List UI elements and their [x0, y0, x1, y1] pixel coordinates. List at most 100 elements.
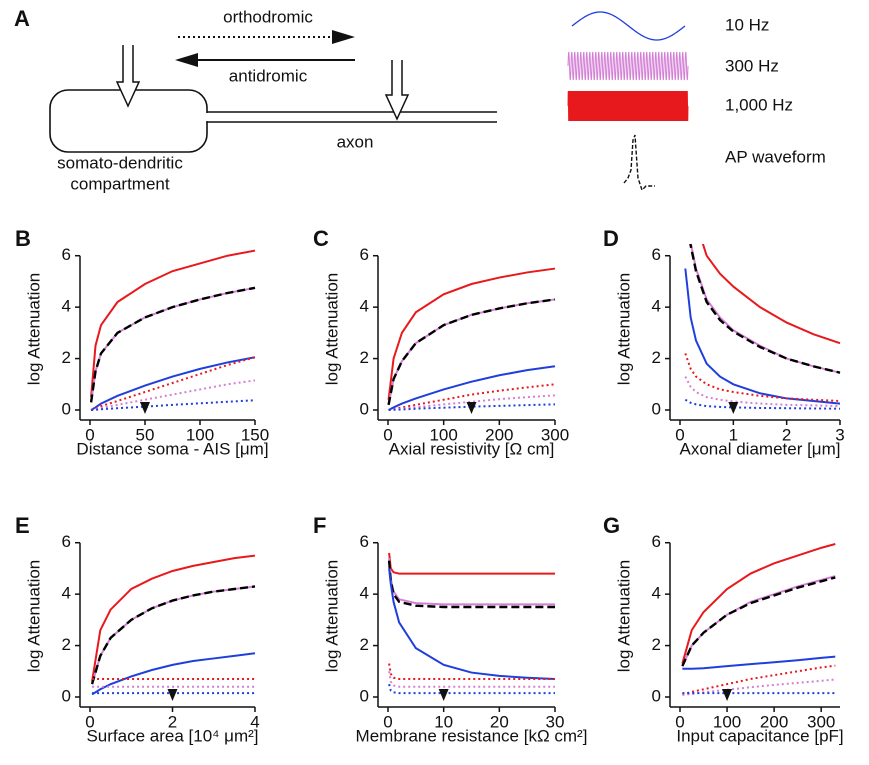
y-axis-label: log Attenuation: [614, 273, 633, 385]
x-tick-label: 0: [675, 712, 684, 731]
panel-label: E: [15, 513, 30, 538]
series-line: [388, 394, 556, 411]
series-line: [684, 376, 841, 408]
series-line: [387, 560, 555, 609]
y-tick-label: 6: [360, 245, 369, 264]
y-axis-label: log Attenuation: [614, 560, 633, 672]
series-line: [684, 398, 841, 410]
default-marker: [438, 689, 449, 701]
arrow-head: [175, 53, 198, 67]
x-axis-label: Input capacitance [pF]: [676, 726, 843, 745]
y-axis-label: log Attenuation: [322, 273, 341, 385]
x-tick-label: 200: [760, 712, 788, 731]
default-marker: [728, 402, 739, 414]
x-tick-label: 0: [383, 425, 392, 444]
x-tick-label: 20: [490, 712, 509, 731]
y-tick-label: 0: [360, 399, 369, 418]
y-tick-label: 0: [62, 686, 71, 705]
default-marker: [167, 689, 178, 701]
x-axis-label: Axial resistivity [Ω cm]: [389, 439, 555, 458]
x-tick-label: 1: [729, 425, 738, 444]
x-axis-label: Distance soma - AIS [μm]: [76, 439, 268, 458]
y-tick-label: 0: [652, 399, 661, 418]
x-tick-label: 4: [250, 712, 259, 731]
y-tick-label: 2: [652, 348, 661, 367]
series-line: [388, 365, 556, 411]
default-marker: [140, 402, 150, 414]
x-tick-label: 200: [485, 425, 513, 444]
series-line: [90, 379, 256, 411]
x-tick-label: 50: [136, 425, 155, 444]
electrode: [115, 45, 141, 108]
series-line: [387, 267, 556, 400]
panel-label: D: [603, 226, 619, 251]
series-line: [388, 671, 555, 688]
panel-label: C: [313, 226, 329, 251]
y-tick-label: 0: [360, 686, 369, 705]
label: somato-dendritic: [57, 153, 183, 172]
default-marker: [466, 402, 477, 414]
series-line: [682, 678, 836, 696]
x-tick-label: 100: [186, 425, 214, 444]
x-tick-label: 0: [675, 425, 684, 444]
axon-line: [207, 111, 497, 123]
y-tick-label: 4: [62, 584, 71, 603]
y-tick-label: 6: [652, 245, 661, 264]
y-tick-label: 4: [360, 297, 369, 316]
label: AP waveform: [725, 147, 826, 166]
x-axis-label: Membrane resistance [kΩ cm²]: [356, 726, 588, 745]
x-tick-label: 2: [782, 425, 791, 444]
series-line: [90, 356, 256, 411]
label: antidromic: [229, 66, 308, 85]
y-tick-label: 0: [652, 686, 661, 705]
panel-label: A: [14, 6, 30, 31]
y-axis-label: log Attenuation: [322, 560, 341, 672]
waveform: [567, 51, 689, 81]
series-line: [91, 554, 256, 682]
ap-waveform: [623, 134, 655, 192]
y-tick-label: 0: [62, 399, 71, 418]
series-line: [682, 664, 836, 696]
y-tick-label: 2: [62, 348, 71, 367]
y-tick-label: 4: [652, 584, 661, 603]
series-line: [91, 399, 256, 411]
label: 10 Hz: [725, 15, 769, 34]
series-line: [388, 403, 556, 411]
electrode: [384, 60, 410, 121]
series-line: [681, 576, 836, 667]
x-tick-label: 100: [713, 712, 741, 731]
series-line: [388, 552, 555, 575]
series-line: [387, 298, 556, 406]
x-tick-label: 0: [85, 712, 94, 731]
series-line: [388, 568, 556, 680]
arrow-head: [332, 30, 355, 44]
junction: [204, 113, 210, 121]
label: 1,000 Hz: [725, 95, 793, 114]
y-tick-label: 2: [360, 635, 369, 654]
label: orthodromic: [223, 7, 313, 26]
waveform: [567, 90, 689, 122]
x-tick-label: 2: [168, 712, 177, 731]
y-tick-label: 6: [360, 532, 369, 551]
series-line: [684, 268, 841, 405]
waveforms: [567, 11, 689, 192]
x-tick-label: 0: [85, 425, 94, 444]
x-tick-label: 0: [383, 712, 392, 731]
y-tick-label: 6: [62, 245, 71, 264]
y-tick-label: 2: [62, 635, 71, 654]
series-line: [90, 249, 256, 398]
waveform: [571, 11, 686, 41]
series-line: [388, 663, 555, 680]
x-tick-label: 300: [541, 425, 569, 444]
y-tick-label: 2: [360, 348, 369, 367]
y-tick-label: 2: [652, 635, 661, 654]
y-axis-label: log Attenuation: [24, 560, 43, 672]
y-tick-label: 4: [652, 297, 661, 316]
series-line: [90, 585, 256, 685]
series-line: [689, 244, 841, 374]
